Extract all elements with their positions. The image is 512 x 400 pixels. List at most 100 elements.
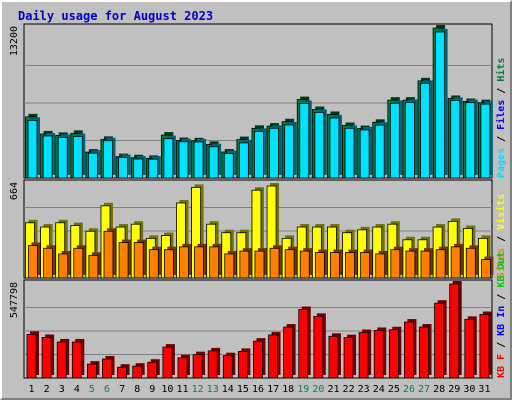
- bar-sites: [481, 256, 494, 279]
- x-tick-label: 17: [267, 384, 279, 395]
- bar-sites: [224, 250, 237, 279]
- bar-sites: [88, 252, 101, 279]
- bar-pages: [254, 128, 267, 179]
- bar-sites: [330, 249, 343, 279]
- bar-sites: [254, 248, 267, 279]
- bar-pages: [284, 121, 297, 179]
- bar-kbf: [358, 329, 372, 379]
- legend-entry: /: [496, 230, 507, 248]
- x-tick-label: 29: [448, 384, 460, 395]
- x-tick-label: 3: [59, 384, 65, 395]
- bar-sites: [28, 242, 41, 279]
- bar-pages: [223, 150, 237, 179]
- x-tick-label: 11: [176, 384, 188, 395]
- bar-kbf: [26, 331, 39, 379]
- bar-pages: [133, 156, 146, 179]
- bar-sites: [390, 246, 403, 279]
- bar-kbf: [479, 311, 492, 379]
- bar-pages: [269, 125, 282, 179]
- bar-sites: [194, 243, 207, 279]
- bar-pages: [118, 154, 131, 179]
- x-tick-label: 30: [463, 384, 475, 395]
- x-tick-label: 5: [89, 384, 95, 395]
- bar-kbf: [41, 334, 55, 379]
- legend-visits-sites: Sites / Visits: [495, 194, 507, 278]
- bar-kbf: [71, 338, 85, 379]
- bar-kbf: [434, 300, 447, 379]
- x-tick-label: 1: [29, 384, 35, 395]
- bar-sites: [375, 250, 388, 279]
- x-tick-label: 21: [327, 384, 339, 395]
- bar-kbf: [162, 344, 175, 379]
- bar-sites: [435, 246, 449, 279]
- bar-kbf: [207, 347, 221, 379]
- bar-sites: [209, 243, 222, 279]
- bar-kbf: [177, 354, 190, 379]
- bar-kbf: [237, 348, 251, 379]
- bar-sites: [239, 248, 252, 279]
- bar-kbf: [343, 334, 357, 379]
- x-tick-label: 19: [297, 384, 309, 395]
- panel-hits-files-pages: 13200 Pages / Files / Hits: [9, 23, 507, 179]
- x-tick-label: 31: [478, 384, 490, 395]
- bar-pages: [148, 156, 161, 179]
- y-max-label: 13200: [9, 26, 20, 56]
- bar-pages: [87, 150, 101, 179]
- y-max-label: 664: [9, 182, 20, 200]
- bar-pages: [42, 132, 56, 179]
- bar-pages: [359, 126, 373, 179]
- x-tick-label: 14: [222, 384, 234, 395]
- bar-pages: [178, 138, 191, 179]
- legend-entry: Sites: [495, 248, 507, 278]
- x-tick-label: 6: [104, 384, 110, 395]
- bar-kbf: [268, 331, 281, 379]
- bar-kbf: [404, 319, 417, 379]
- x-tick-label: 27: [418, 384, 430, 395]
- bar-pages: [420, 80, 433, 179]
- bar-kbf: [283, 324, 296, 379]
- bar-sites: [148, 246, 162, 279]
- chart-title: Daily usage for August 2023: [18, 9, 213, 23]
- bar-pages: [103, 137, 116, 179]
- legend-entry: Files: [495, 100, 507, 130]
- x-tick-label: 18: [282, 384, 294, 395]
- x-tick-label: 15: [237, 384, 249, 395]
- bar-kbf: [449, 281, 462, 379]
- bar-kbf: [253, 338, 266, 379]
- bar-kbf: [328, 333, 341, 379]
- x-tick-label: 12: [192, 384, 204, 395]
- bar-kbf: [298, 306, 311, 379]
- bar-sites: [133, 239, 147, 279]
- x-tick-label: 4: [74, 384, 80, 395]
- bar-pages: [27, 117, 40, 179]
- bar-sites: [465, 245, 479, 279]
- bar-pages: [314, 109, 327, 179]
- bar-sites: [420, 248, 434, 279]
- bar-pages: [389, 100, 403, 179]
- bar-pages: [435, 28, 448, 179]
- bar-pages: [465, 99, 478, 179]
- legend-entry: /: [496, 130, 507, 148]
- bar-sites: [103, 228, 116, 279]
- x-tick-label: 13: [207, 384, 219, 395]
- panel-visits-sites: 664 Sites / Visits: [9, 179, 507, 279]
- chart-panels: 13200 Pages / Files / Hits 664 Sites / Visi…: [9, 23, 507, 379]
- bar-kbf: [147, 359, 160, 379]
- legend-entry: KB Out: [496, 252, 507, 288]
- bar-sites: [73, 245, 86, 279]
- bar-pages: [329, 115, 342, 179]
- x-tick-label: 8: [134, 384, 140, 395]
- bar-sites: [269, 245, 283, 279]
- bar-kbf: [313, 313, 326, 379]
- bar-sites: [314, 249, 328, 279]
- bar-kbf: [117, 364, 130, 379]
- bar-sites: [179, 243, 192, 279]
- bar-sites: [345, 249, 358, 279]
- x-tick-label: 26: [403, 384, 415, 395]
- legend-entry: Pages: [496, 148, 507, 178]
- x-tick-label: 28: [433, 384, 445, 395]
- bar-sites: [43, 245, 56, 279]
- bar-pages: [405, 99, 418, 179]
- bar-pages: [57, 134, 71, 179]
